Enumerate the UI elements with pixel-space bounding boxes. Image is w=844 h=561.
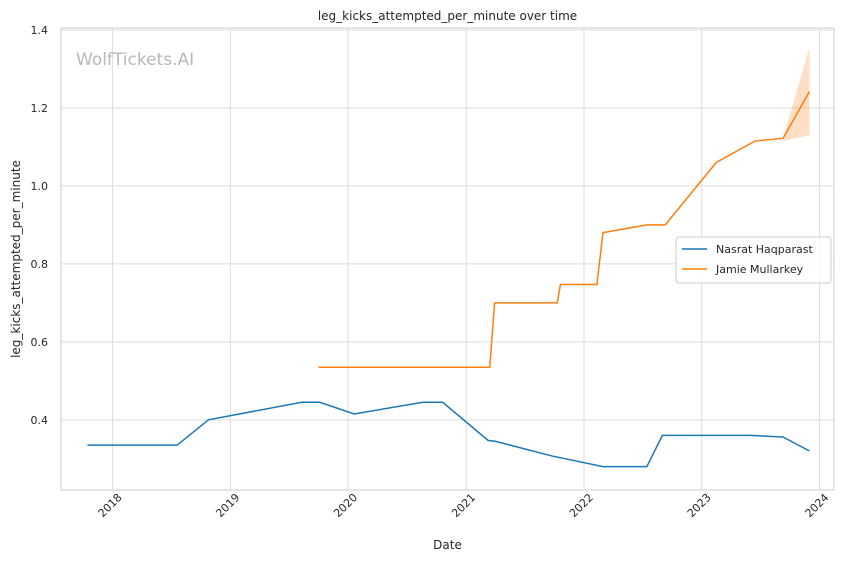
confidence-bands	[783, 47, 810, 142]
x-tick-label: 2024	[803, 491, 832, 520]
series-line	[318, 91, 811, 368]
legend-label: Jamie Mullarkey	[715, 263, 804, 276]
watermark: WolfTickets.AI	[76, 50, 194, 70]
y-tick-label: 0.6	[31, 336, 49, 349]
x-tick-label: 2018	[96, 491, 125, 520]
x-axis-ticks: 2018 2019 2020 2021 2022 2023 2024	[96, 491, 832, 520]
plot-area-frame	[60, 27, 835, 491]
x-tick-label: 2023	[685, 491, 714, 520]
legend-box	[675, 236, 832, 284]
chart-title: leg_kicks_attempted_per_minute over time	[318, 9, 577, 23]
y-axis-ticks: 0.4 0.6 0.8 1.0 1.2 1.4	[31, 24, 49, 427]
y-tick-label: 0.4	[31, 414, 49, 427]
x-tick-label: 2019	[213, 491, 242, 520]
x-axis-label: Date	[433, 538, 462, 552]
y-tick-label: 0.8	[31, 258, 49, 271]
y-tick-label: 1.0	[31, 180, 49, 193]
series-lines	[87, 91, 811, 468]
x-tick-label: 2020	[331, 491, 360, 520]
confidence-band	[783, 47, 810, 142]
legend-label: Nasrat Haqparast	[716, 243, 813, 256]
y-tick-label: 1.2	[31, 102, 49, 115]
x-tick-label: 2021	[449, 491, 478, 520]
y-tick-label: 1.4	[31, 24, 49, 37]
series-line	[87, 401, 810, 468]
x-tick-label: 2022	[567, 491, 596, 520]
legend: Nasrat Haqparast Jamie Mullarkey	[675, 236, 832, 284]
y-axis-label: leg_kicks_attempted_per_minute	[9, 160, 23, 358]
